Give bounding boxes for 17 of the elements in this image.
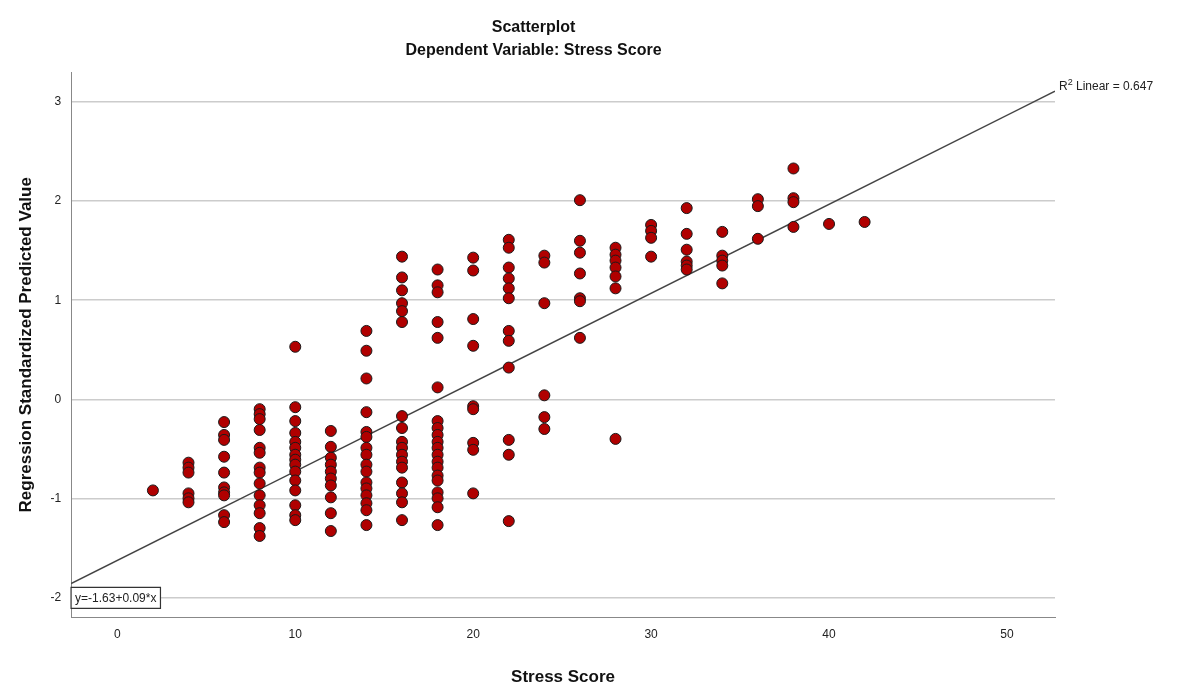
- y-tick-label: -1: [50, 490, 62, 505]
- x-tick-label: 40: [822, 626, 837, 641]
- chart-title: Scatterplot: [491, 18, 576, 36]
- y-tick-label: 3: [54, 94, 62, 109]
- y-tick-label: -2: [50, 589, 62, 604]
- y-axis-title: Regression Standardized Predicted Value: [15, 177, 35, 513]
- x-tick-label: 0: [113, 626, 121, 641]
- x-tick-label: 20: [466, 626, 481, 641]
- x-axis-title: Stress Score: [511, 667, 616, 687]
- x-tick-label: 30: [644, 626, 659, 641]
- annotation: y=-1.63+0.09*x: [75, 591, 157, 606]
- x-tick-label: 50: [1000, 626, 1014, 641]
- y-tick-label: 1: [54, 292, 62, 307]
- y-tick-label: 0: [54, 391, 62, 406]
- chart-subtitle: Dependent Variable: Stress Score: [405, 41, 662, 59]
- y-tick-label: 2: [54, 193, 62, 208]
- x-tick-label: 10: [288, 626, 303, 641]
